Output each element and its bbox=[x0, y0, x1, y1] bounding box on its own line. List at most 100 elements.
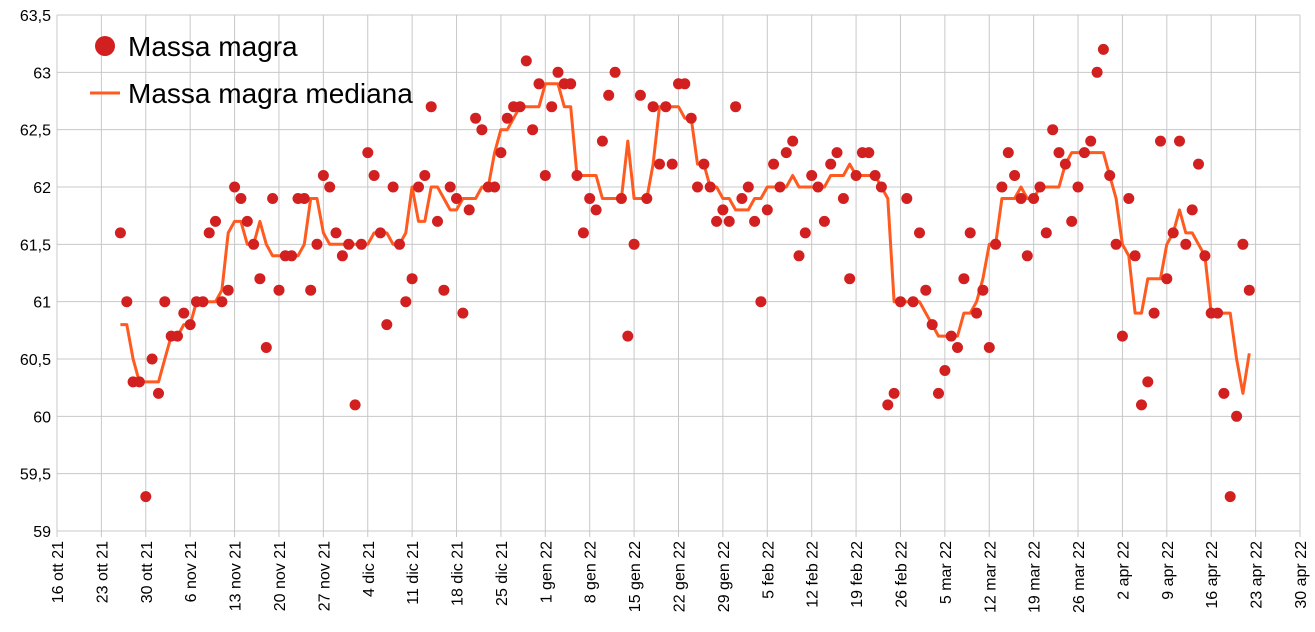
x-tick-label: 12 feb 22 bbox=[805, 541, 822, 608]
data-point bbox=[799, 227, 811, 239]
data-point bbox=[577, 227, 589, 239]
data-point bbox=[1059, 158, 1071, 170]
data-point bbox=[977, 284, 989, 296]
data-point bbox=[698, 158, 710, 170]
data-point bbox=[501, 112, 513, 124]
data-point bbox=[806, 170, 818, 181]
data-point bbox=[755, 296, 767, 308]
data-point bbox=[254, 273, 266, 285]
data-point bbox=[539, 170, 551, 181]
data-point bbox=[1155, 135, 1166, 147]
scatter-series bbox=[114, 43, 1255, 503]
data-point bbox=[685, 112, 697, 124]
data-point bbox=[311, 238, 323, 250]
data-point bbox=[1174, 135, 1185, 147]
data-point bbox=[1015, 193, 1027, 204]
data-point bbox=[298, 193, 310, 204]
data-point bbox=[1066, 215, 1078, 227]
data-point bbox=[1072, 181, 1084, 193]
data-point bbox=[114, 227, 126, 239]
data-point bbox=[679, 78, 691, 90]
y-axis-tick-labels: 59 59,5 60 60,5 61 61,5 62 62,5 63 63,5 bbox=[20, 8, 51, 541]
data-point bbox=[983, 342, 995, 353]
chart-grid bbox=[56, 14, 1301, 537]
data-point bbox=[1110, 238, 1122, 250]
data-point bbox=[914, 227, 925, 239]
data-point bbox=[241, 215, 253, 227]
data-point bbox=[514, 101, 526, 113]
data-point bbox=[1028, 193, 1040, 204]
x-tick-label: 27 nov 21 bbox=[316, 541, 333, 611]
data-point bbox=[660, 101, 672, 113]
data-point bbox=[546, 101, 558, 113]
legend-marker-points bbox=[95, 36, 115, 56]
data-point bbox=[260, 342, 272, 353]
data-point bbox=[286, 250, 298, 262]
data-point bbox=[831, 147, 843, 159]
x-tick-label: 25 dic 21 bbox=[494, 541, 511, 606]
data-point bbox=[153, 387, 164, 399]
data-point bbox=[216, 296, 228, 308]
data-point bbox=[793, 250, 805, 262]
data-point bbox=[463, 204, 475, 216]
data-point bbox=[837, 193, 849, 204]
x-tick-label: 23 ott 21 bbox=[94, 541, 111, 603]
data-point bbox=[736, 193, 748, 204]
x-tick-label: 9 apr 22 bbox=[1160, 541, 1177, 600]
data-point bbox=[1116, 330, 1128, 342]
data-point bbox=[1097, 43, 1109, 55]
data-point bbox=[413, 181, 424, 193]
data-point bbox=[1123, 193, 1135, 204]
data-point bbox=[1231, 410, 1243, 422]
data-point bbox=[394, 238, 405, 250]
data-point bbox=[603, 89, 615, 101]
data-point bbox=[159, 296, 171, 308]
data-point bbox=[1199, 250, 1211, 262]
data-point bbox=[723, 215, 735, 227]
data-point bbox=[634, 89, 646, 101]
data-point bbox=[444, 181, 456, 193]
x-tick-label: 15 gen 22 bbox=[627, 541, 644, 612]
x-tick-label: 16 ott 21 bbox=[50, 541, 67, 603]
data-point bbox=[406, 273, 418, 285]
data-point bbox=[609, 66, 621, 78]
x-tick-label: 30 ott 21 bbox=[139, 541, 156, 603]
y-tick-label: 61,5 bbox=[20, 237, 51, 254]
data-point bbox=[996, 181, 1008, 193]
data-point bbox=[1237, 238, 1249, 250]
x-tick-label: 19 feb 22 bbox=[849, 541, 866, 608]
data-point bbox=[229, 181, 241, 193]
data-point bbox=[654, 158, 665, 170]
median-line-path bbox=[120, 82, 1251, 395]
data-point bbox=[780, 147, 792, 159]
data-point bbox=[527, 124, 539, 136]
data-point bbox=[336, 250, 348, 262]
data-point bbox=[222, 284, 234, 296]
data-point bbox=[419, 170, 431, 181]
y-tick-label: 62 bbox=[33, 180, 51, 197]
data-point bbox=[495, 147, 507, 159]
data-point bbox=[1212, 307, 1224, 319]
data-point bbox=[1129, 250, 1141, 262]
data-point bbox=[1180, 238, 1192, 250]
data-point bbox=[368, 170, 380, 181]
data-point bbox=[787, 135, 799, 147]
data-point bbox=[438, 284, 450, 296]
data-point bbox=[1040, 227, 1052, 239]
data-point bbox=[901, 193, 913, 204]
x-tick-label: 20 nov 21 bbox=[272, 541, 289, 611]
data-point bbox=[749, 215, 761, 227]
data-point bbox=[1193, 158, 1204, 170]
data-point bbox=[520, 55, 532, 67]
y-tick-label: 62,5 bbox=[20, 123, 51, 140]
x-tick-label: 2 apr 22 bbox=[1115, 541, 1132, 600]
data-point bbox=[324, 181, 336, 193]
data-point bbox=[622, 330, 634, 342]
data-point bbox=[863, 147, 875, 159]
x-tick-label: 16 apr 22 bbox=[1204, 541, 1221, 609]
data-point bbox=[146, 353, 158, 365]
y-tick-label: 59,5 bbox=[20, 467, 51, 484]
data-point bbox=[1136, 399, 1147, 411]
data-point bbox=[1218, 387, 1230, 399]
data-point bbox=[717, 204, 729, 216]
